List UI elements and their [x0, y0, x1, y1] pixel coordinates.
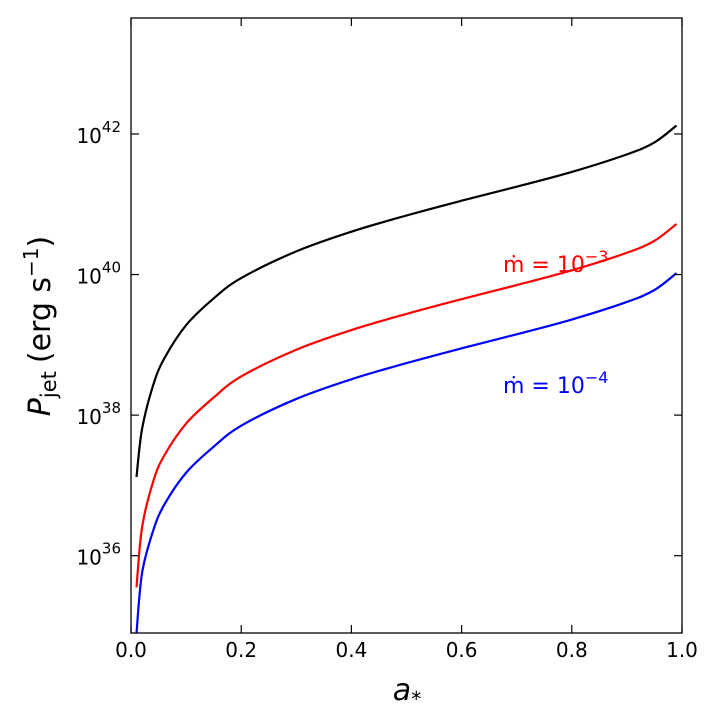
series-annotation-1: ṁ = 10−3: [503, 247, 608, 278]
x-tick-label: 0.0: [115, 638, 147, 662]
y-tick-label: 1040: [76, 259, 121, 289]
x-tick-label: 0.4: [335, 638, 367, 662]
x-tick-label: 0.8: [556, 638, 588, 662]
y-tick-label: 1036: [76, 540, 121, 570]
series-annotation-2: ṁ = 10−4: [503, 368, 608, 399]
plot-frame: [130, 17, 683, 634]
series-line-2: [135, 272, 678, 633]
annotations-layer: ṁ = 10−3 ṁ = 10−4: [503, 247, 608, 399]
x-tick-label: 0.6: [446, 638, 478, 662]
ticks-layer: 0.0 0.2 0.4 0.6 0.8 1.0 1036 1038 1040 1042: [76, 18, 698, 662]
x-tick-label: 1.0: [666, 638, 698, 662]
curves-layer: [135, 124, 678, 633]
y-axis-label: Pjet(erg s−1): [19, 236, 61, 416]
x-tick-label: 0.2: [225, 638, 257, 662]
series-line-1: [135, 223, 678, 588]
series-line-0: [135, 124, 678, 478]
y-tick-label: 1038: [76, 399, 121, 429]
x-axis-label: a*: [393, 673, 421, 711]
y-tick-label: 1042: [76, 118, 121, 148]
